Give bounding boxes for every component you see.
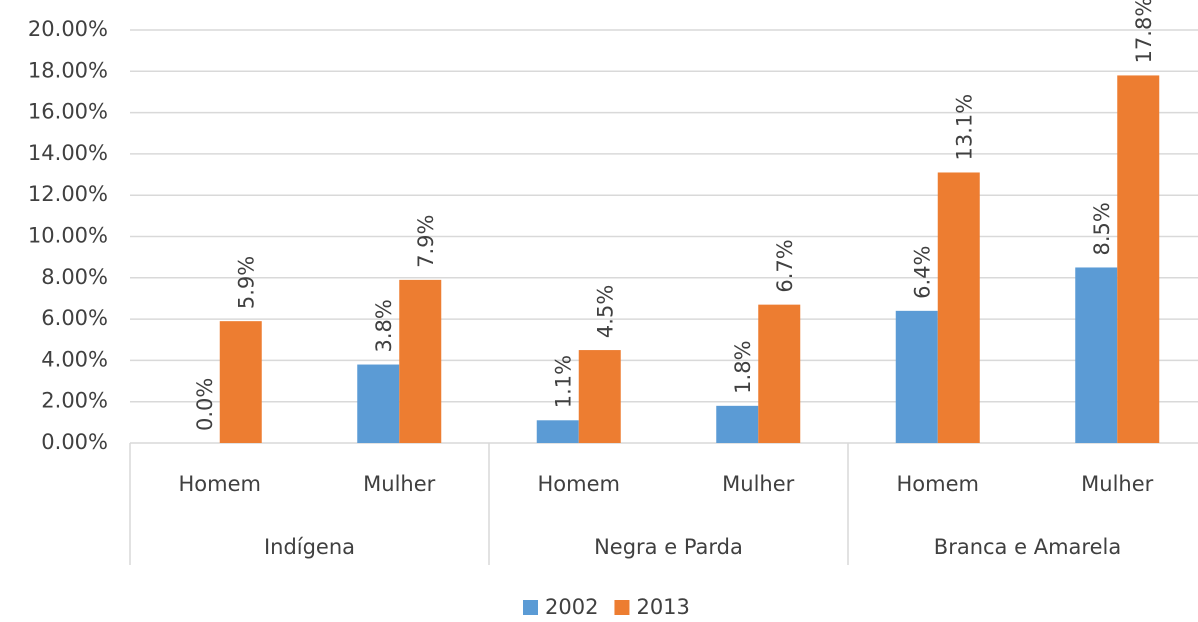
data-label: 1.8% xyxy=(731,340,755,393)
x-tick-label: Homem xyxy=(897,472,979,496)
bar xyxy=(1075,267,1118,443)
data-label: 3.8% xyxy=(372,299,396,352)
bar xyxy=(399,279,442,443)
y-tick-label: 12.00% xyxy=(28,182,108,206)
bar xyxy=(1117,75,1160,444)
data-label: 6.7% xyxy=(773,239,797,292)
group-label: Negra e Parda xyxy=(594,535,743,559)
bar xyxy=(578,350,621,443)
data-label: 7.9% xyxy=(414,215,438,268)
legend-swatch xyxy=(523,600,538,615)
y-tick-label: 20.00% xyxy=(28,17,108,41)
x-tick-label: Homem xyxy=(538,472,620,496)
legend-label: 2013 xyxy=(636,595,689,619)
y-tick-label: 0.00% xyxy=(41,430,108,454)
bar xyxy=(219,321,262,443)
y-tick-label: 14.00% xyxy=(28,141,108,165)
bar xyxy=(716,405,759,443)
group-label: Indígena xyxy=(264,535,355,559)
y-tick-label: 4.00% xyxy=(41,347,108,371)
bar xyxy=(758,304,801,443)
y-tick-label: 2.00% xyxy=(41,389,108,413)
legend-swatch xyxy=(614,600,630,615)
bar xyxy=(536,420,579,443)
data-label: 4.5% xyxy=(594,285,618,338)
data-label: 1.1% xyxy=(552,355,576,408)
data-label: 0.0% xyxy=(193,378,217,431)
bar xyxy=(937,172,980,444)
data-label: 5.9% xyxy=(235,256,259,309)
x-tick-label: Mulher xyxy=(363,472,435,496)
bar xyxy=(895,310,938,443)
data-label: 13.1% xyxy=(953,94,977,161)
data-label: 8.5% xyxy=(1090,202,1114,255)
y-tick-label: 16.00% xyxy=(28,100,108,124)
group-label: Branca e Amarela xyxy=(934,535,1121,559)
x-tick-label: Homem xyxy=(179,472,261,496)
x-tick-label: Mulher xyxy=(722,472,794,496)
y-tick-label: 6.00% xyxy=(41,306,108,330)
data-label: 17.8% xyxy=(1132,0,1156,63)
x-tick-label: Mulher xyxy=(1081,472,1153,496)
y-tick-label: 18.00% xyxy=(28,58,108,82)
legend-label: 2002 xyxy=(545,595,598,619)
data-label: 6.4% xyxy=(911,245,935,298)
y-tick-label: 8.00% xyxy=(41,265,108,289)
bar xyxy=(357,364,400,443)
y-tick-label: 10.00% xyxy=(28,224,108,248)
